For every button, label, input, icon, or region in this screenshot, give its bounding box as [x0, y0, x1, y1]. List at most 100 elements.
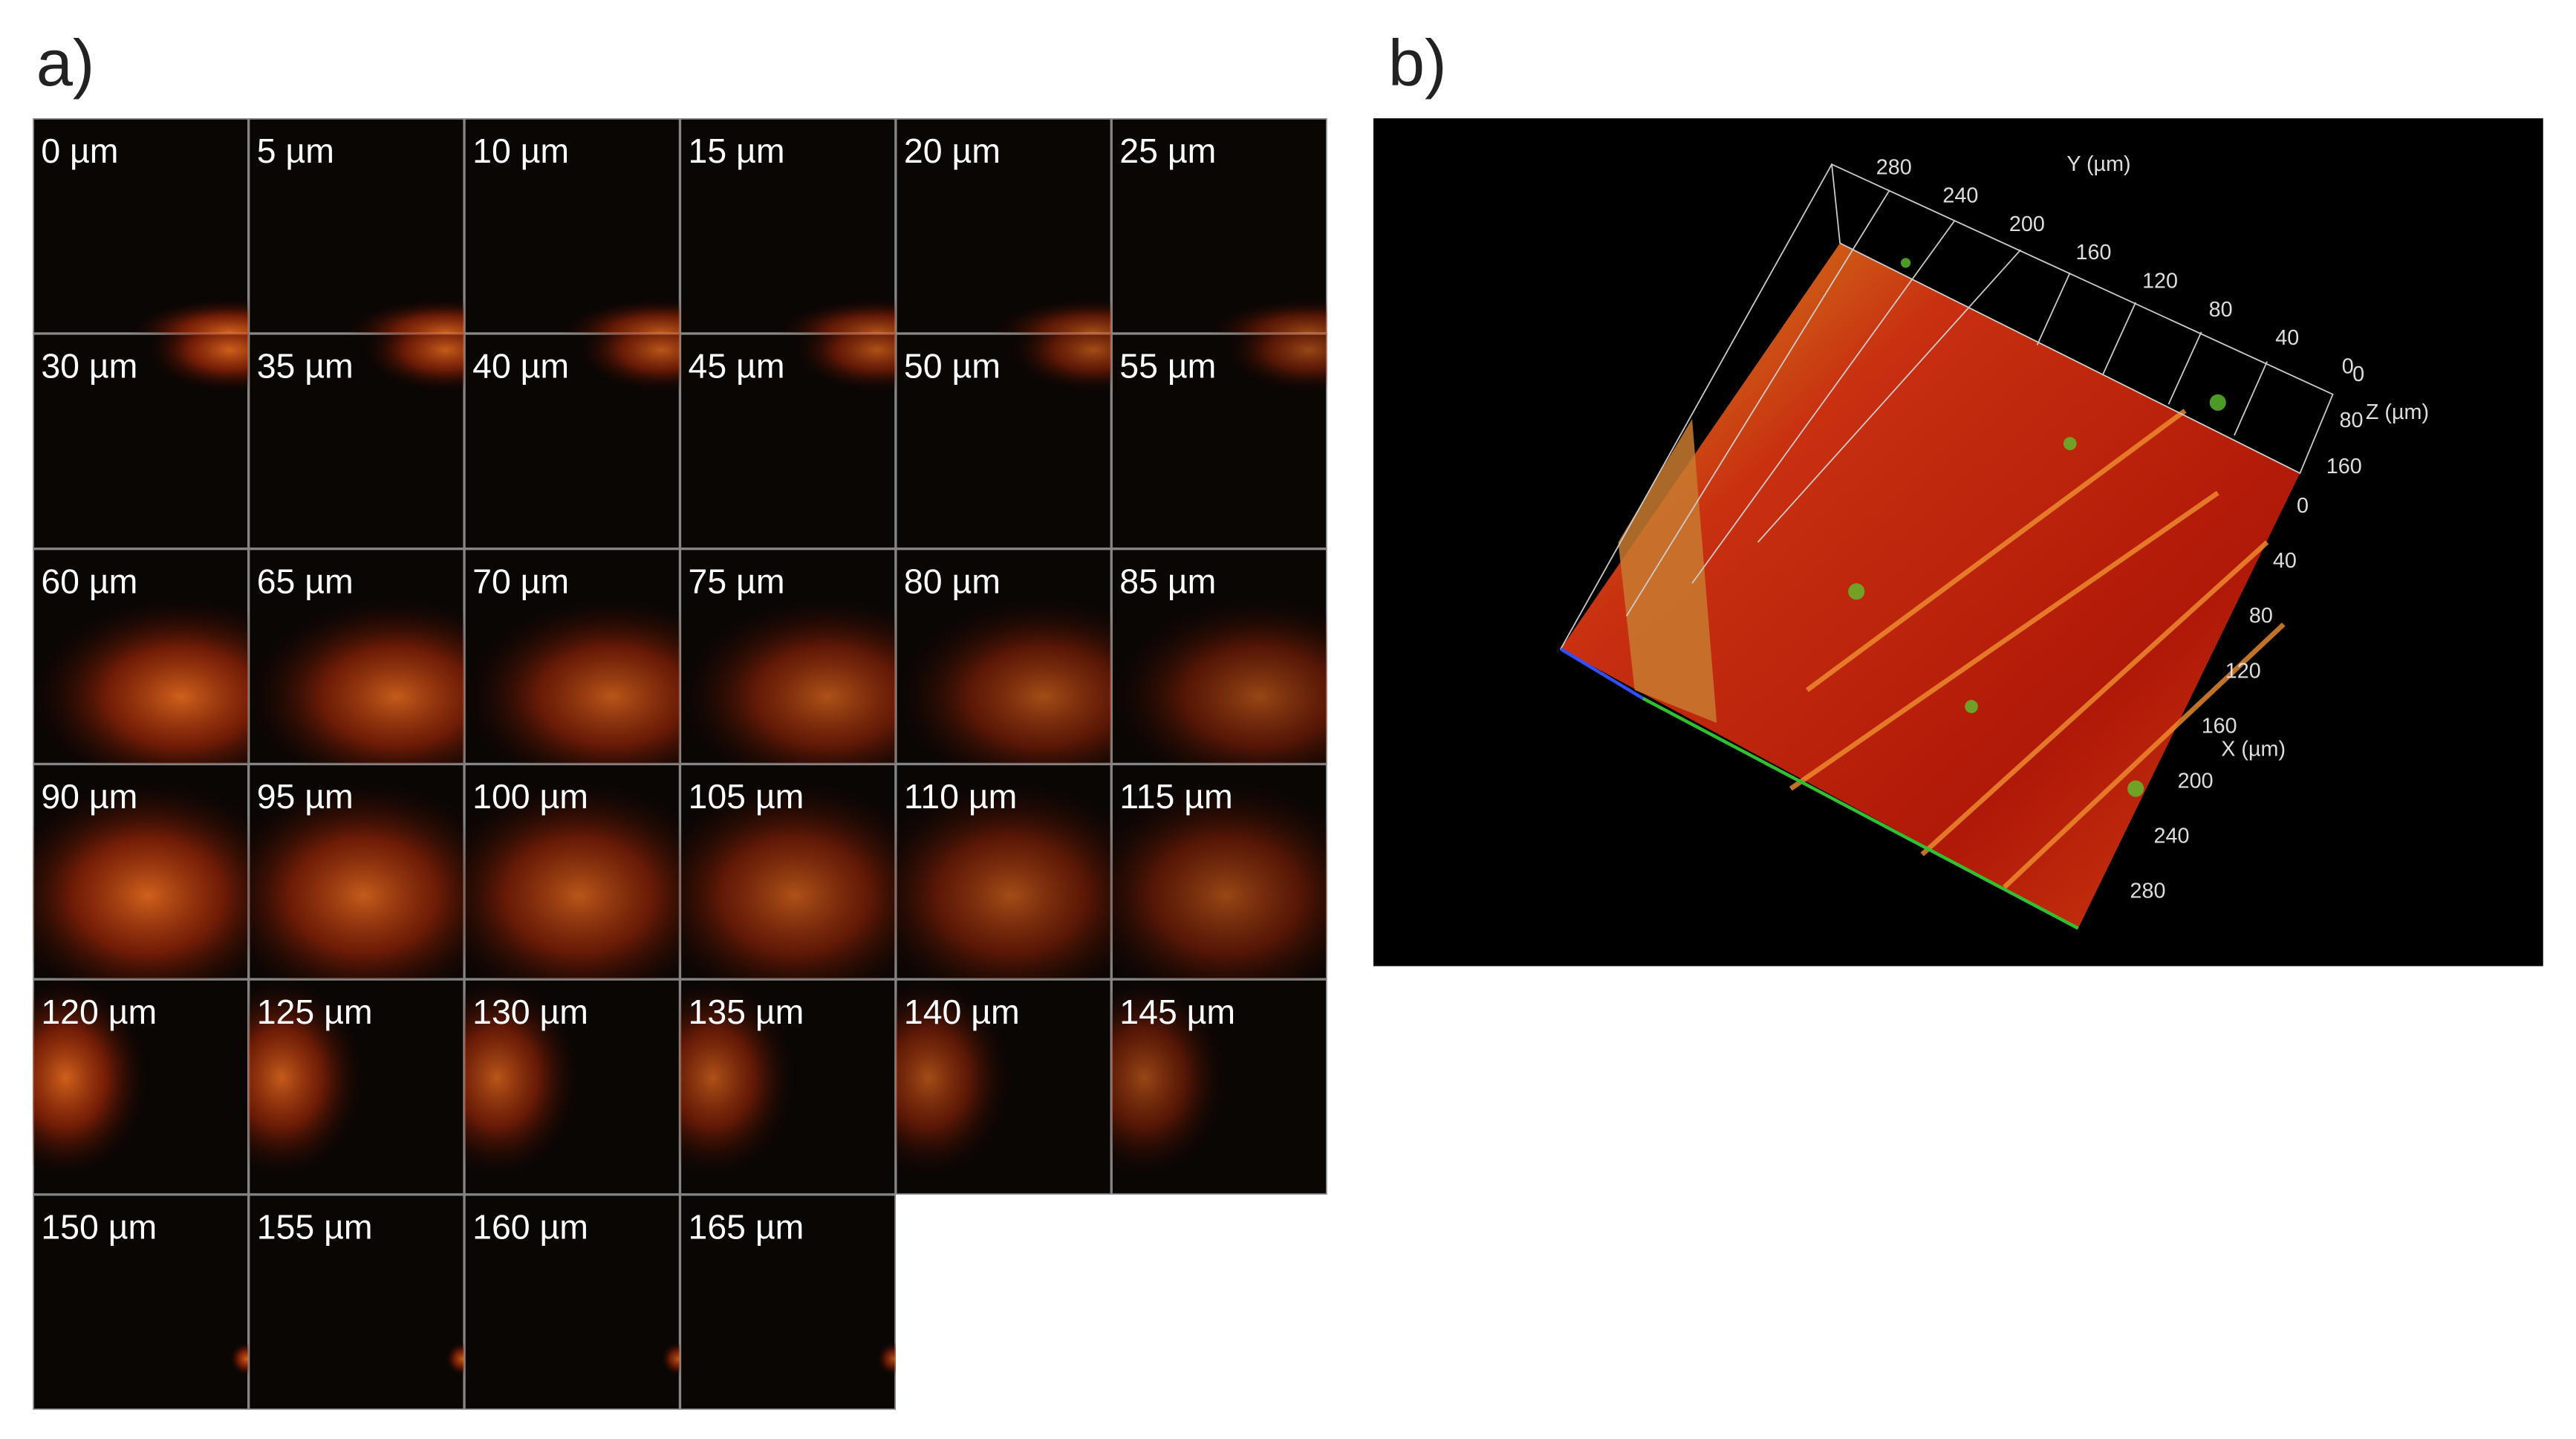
tile-glow	[33, 598, 249, 764]
depth-label: 135 µm	[689, 993, 804, 1031]
tile-glow	[876, 1342, 896, 1376]
depth-label: 115 µm	[1119, 777, 1232, 816]
tile: 125 µm	[248, 979, 465, 1195]
depth-label: 45 µm	[689, 347, 785, 386]
depth-label: 150 µm	[41, 1208, 157, 1247]
axis-tick-label: 240	[1942, 184, 1978, 208]
depth-label: 125 µm	[257, 993, 373, 1031]
tile: 160 µm	[464, 1194, 680, 1410]
tile-glow	[1111, 979, 1227, 1177]
tile-glow	[579, 333, 680, 392]
tile-glow	[464, 780, 680, 980]
tile: 5 µm	[248, 118, 465, 334]
depth-label: 160 µm	[472, 1208, 588, 1247]
tile: 100 µm	[464, 764, 680, 980]
depth-label: 95 µm	[257, 777, 354, 816]
tile: 95 µm	[248, 764, 465, 980]
depth-label: 90 µm	[41, 777, 137, 816]
tile: 150 µm	[33, 1194, 249, 1410]
tile-image	[464, 1194, 680, 1410]
panel-label: b)	[1388, 26, 1447, 100]
tile: 50 µm	[895, 333, 1112, 549]
tile: 110 µm	[895, 764, 1112, 980]
tile: 105 µm	[680, 764, 896, 980]
depth-label: 80 µm	[904, 562, 1001, 600]
tile: 90 µm	[33, 764, 249, 980]
depth-label: 10 µm	[472, 131, 569, 170]
tile-image	[680, 118, 896, 334]
tile-glow	[895, 598, 1112, 764]
tile: 35 µm	[248, 333, 465, 549]
axis-title: Y (µm)	[2066, 152, 2130, 176]
tile-glow	[33, 780, 249, 980]
axis-title: Z (µm)	[2366, 400, 2429, 424]
axis-tick-label: 80	[2339, 409, 2363, 432]
axis-tick-label: 120	[2225, 659, 2261, 683]
depth-label: 75 µm	[689, 562, 785, 600]
volume	[1561, 243, 2300, 929]
axis-tick-label: 160	[2326, 455, 2362, 478]
tile-image	[248, 118, 465, 334]
tile: 145 µm	[1111, 979, 1327, 1195]
axis-tick-label: 160	[2076, 241, 2112, 264]
tile: 75 µm	[680, 548, 896, 764]
axis-tick-label: 0	[2297, 494, 2309, 518]
axis-tick-label: 160	[2202, 714, 2237, 738]
tile-image	[33, 118, 249, 334]
depth-label: 20 µm	[904, 131, 1001, 170]
depth-label: 60 µm	[41, 562, 137, 600]
tile-glow	[230, 1342, 249, 1376]
tile: 120 µm	[33, 979, 249, 1195]
depth-label: 5 µm	[257, 131, 334, 170]
depth-label: 70 µm	[472, 562, 569, 600]
tile: 70 µm	[464, 548, 680, 764]
tile: 10 µm	[464, 118, 680, 334]
tile: 60 µm	[33, 548, 249, 764]
tile-glow	[446, 1342, 465, 1376]
panel-label: a)	[36, 26, 95, 100]
depth-label: 50 µm	[904, 347, 1001, 386]
depth-label: 120 µm	[41, 993, 157, 1031]
tile-glow	[1111, 598, 1327, 764]
depth-label: 15 µm	[689, 131, 785, 170]
tile: 30 µm	[33, 333, 249, 549]
tile: 0 µm	[33, 118, 249, 334]
tile-glow	[680, 598, 896, 764]
tile: 80 µm	[895, 548, 1112, 764]
tile-image	[680, 1194, 896, 1410]
axis-tick-label: 280	[2130, 880, 2165, 903]
tile: 140 µm	[895, 979, 1112, 1195]
tile: 165 µm	[680, 1194, 896, 1410]
tile-glow	[131, 299, 249, 334]
tile: 115 µm	[1111, 764, 1327, 980]
axis-tick-label: 200	[2178, 770, 2214, 793]
tile-glow	[661, 1342, 680, 1376]
tile: 15 µm	[680, 118, 896, 334]
axis-tick-label: 80	[2249, 604, 2273, 628]
tile: 55 µm	[1111, 333, 1327, 549]
depth-label: 85 µm	[1119, 562, 1216, 600]
tile-image	[464, 118, 680, 334]
depth-label: 110 µm	[904, 777, 1017, 816]
tile-glow	[148, 333, 249, 392]
depth-label: 65 µm	[257, 562, 354, 600]
tile-image	[895, 118, 1112, 334]
tile: 40 µm	[464, 333, 680, 549]
axis-tick-label: 0	[2342, 354, 2354, 378]
tile-glow	[464, 598, 680, 764]
side-slab	[1618, 418, 1717, 724]
edge	[1560, 647, 1644, 700]
depth-label: 165 µm	[689, 1208, 804, 1247]
tile-glow	[464, 979, 579, 1177]
tile-glow	[248, 780, 465, 980]
tile-glow	[1209, 299, 1327, 334]
tile-glow	[248, 979, 364, 1177]
tile-image	[33, 1194, 249, 1410]
tile: 155 µm	[248, 1194, 465, 1410]
tile-image	[1111, 118, 1327, 334]
depth-label: 40 µm	[472, 347, 569, 386]
axis-tick-label: 0	[2352, 363, 2364, 386]
